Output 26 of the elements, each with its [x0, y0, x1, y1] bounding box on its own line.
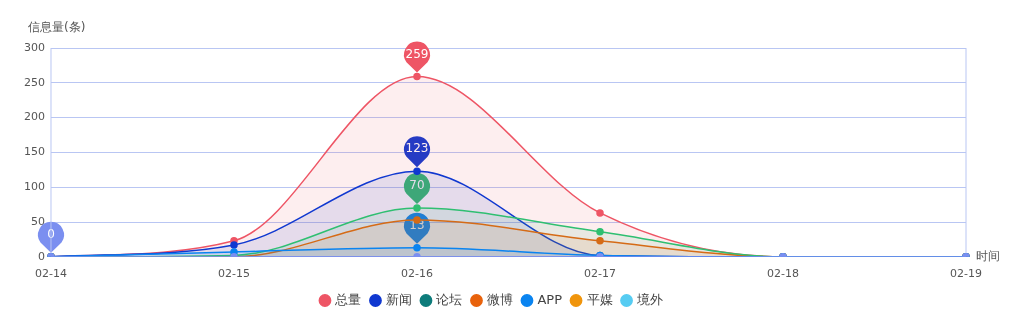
legend-label: 论坛 [436, 291, 463, 307]
legend-label: 境外 [636, 291, 664, 307]
y-tick-label: 200 [24, 110, 45, 124]
y-tick-label: 0 [38, 249, 45, 263]
y-tick-label: 150 [24, 145, 45, 159]
x-tick-label: 02-15 [218, 267, 250, 281]
y-tick-label: 100 [24, 180, 45, 194]
x-axis-title: 时间 [976, 248, 1000, 263]
data-label: 123 [405, 141, 429, 156]
y-tick-label: 50 [31, 214, 45, 228]
x-tick-label: 02-16 [401, 267, 433, 281]
x-tick-label: 02-17 [584, 267, 616, 281]
x-tick-label: 02-19 [950, 267, 982, 281]
data-label: 259 [405, 46, 429, 61]
legend-label: 新闻 [385, 291, 412, 307]
legend-label: 微博 [486, 291, 513, 307]
x-tick-label: 02-14 [35, 267, 67, 281]
data-label: 70 [409, 178, 425, 193]
data-label: 0 [47, 226, 55, 241]
y-axis-title: 信息量(条) [28, 20, 86, 35]
x-tick-label: 02-18 [767, 267, 799, 281]
legend-label: 平媒 [586, 291, 613, 307]
legend-label: APP [537, 291, 563, 307]
legend-label: 总量 [334, 291, 362, 307]
y-tick-label: 300 [24, 40, 45, 54]
y-tick-label: 250 [24, 75, 45, 89]
